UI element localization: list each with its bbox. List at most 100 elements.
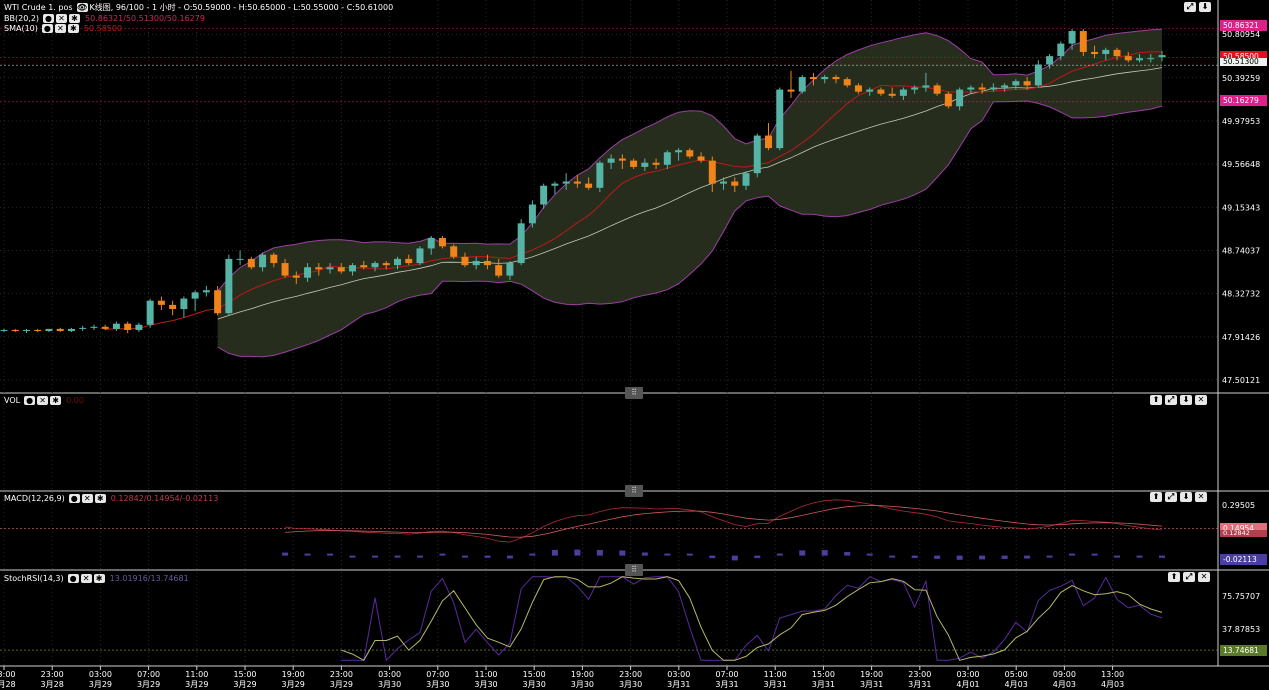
candle-body xyxy=(888,93,896,96)
eye-icon[interactable]: ● xyxy=(24,396,36,405)
close-icon[interactable]: ✕ xyxy=(1195,492,1207,502)
candle-body xyxy=(854,85,862,92)
sma-label: SMA(10) xyxy=(4,24,38,33)
expand-icon[interactable]: ⤢ xyxy=(1183,572,1195,582)
gear-icon[interactable]: ✱ xyxy=(94,494,106,503)
date-tick-label: 3月29 xyxy=(282,680,305,689)
stoch-tick-label: 37.87853 xyxy=(1222,625,1260,634)
candle-body xyxy=(742,173,750,186)
time-tick-label: 03:00 xyxy=(956,670,979,679)
vol-value: 0.00 xyxy=(66,396,84,405)
date-tick-label: 3月31 xyxy=(908,680,931,689)
date-tick-label: 3月31 xyxy=(764,680,787,689)
close-icon[interactable]: ✕ xyxy=(1195,395,1207,405)
macd-histogram-bar xyxy=(1114,555,1121,558)
date-tick-label: 3月31 xyxy=(715,680,738,689)
macd-histogram-bar xyxy=(799,550,806,556)
stoch-tick-label: 75.75707 xyxy=(1222,592,1260,601)
candle-body xyxy=(618,158,626,161)
stoch-panel-header: StochRSI(14,3) ● ✕ ✱ 13.01916/13.74681 xyxy=(4,573,189,584)
candle-body xyxy=(225,258,233,314)
candle-body xyxy=(394,258,401,266)
expand-icon[interactable]: ⤢ xyxy=(1165,395,1177,405)
candle-body xyxy=(483,260,491,266)
move-up-icon[interactable]: ⬆ xyxy=(1150,395,1162,405)
panel-resize-handle[interactable]: ⠿ xyxy=(625,387,643,399)
eye-icon[interactable]: 👁 xyxy=(76,3,88,12)
candle-body xyxy=(663,152,671,165)
candle-body xyxy=(506,263,514,276)
close-icon[interactable]: ✕ xyxy=(37,396,49,405)
candle-body xyxy=(821,77,829,80)
macd-histogram-bar xyxy=(461,555,468,558)
date-tick-label: 3月31 xyxy=(860,680,883,689)
expand-icon[interactable]: ⤢ xyxy=(1184,2,1196,12)
time-tick-label: 09:00 xyxy=(1053,670,1076,679)
macd-histogram-bar xyxy=(484,555,491,558)
eye-icon[interactable]: ● xyxy=(43,14,55,23)
price-tick-label: 49.56648 xyxy=(1222,160,1260,169)
macd-panel-controls: ⬆ ⤢ ⬇ ✕ xyxy=(1150,492,1207,502)
gear-icon[interactable]: ✱ xyxy=(93,574,105,583)
candle-body xyxy=(708,160,716,184)
close-icon[interactable]: ✕ xyxy=(80,574,92,583)
gear-icon[interactable]: ✱ xyxy=(67,24,79,33)
gear-icon[interactable]: ✱ xyxy=(50,396,62,405)
date-tick-label: 4月03 xyxy=(1101,680,1124,689)
date-tick-label: 3月29 xyxy=(330,680,353,689)
candle-body xyxy=(304,267,312,278)
candle-body xyxy=(169,304,177,310)
close-icon[interactable]: ✕ xyxy=(54,24,66,33)
candle-body xyxy=(517,223,525,264)
price-tick-label: 48.32732 xyxy=(1222,290,1260,299)
eye-icon[interactable]: ● xyxy=(68,494,80,503)
candle-body xyxy=(214,290,222,314)
move-down-icon[interactable]: ⬇ xyxy=(1180,395,1192,405)
candle-body xyxy=(753,135,761,174)
panel-resize-handle[interactable]: ⠿ xyxy=(625,564,643,576)
time-tick-label: 07:00 xyxy=(715,670,738,679)
expand-icon[interactable]: ⤢ xyxy=(1165,492,1177,502)
eye-icon[interactable]: ● xyxy=(67,574,79,583)
move-down-icon[interactable]: ⬇ xyxy=(1180,492,1192,502)
candle-body xyxy=(146,300,154,325)
macd-values: 0.12842/0.14954/-0.02113 xyxy=(110,494,219,503)
candle-body xyxy=(596,162,604,188)
move-up-icon[interactable]: ⬆ xyxy=(1150,492,1162,502)
macd-histogram-bar xyxy=(349,555,356,558)
macd-histogram-bar xyxy=(821,550,828,556)
price-tick-label: 49.97953 xyxy=(1222,117,1260,126)
candle-body xyxy=(292,275,300,278)
macd-histogram-bar xyxy=(889,555,896,558)
bb-indicator-header: BB(20,2) ● ✕ ✱ 50.86321/50.51300/50.1627… xyxy=(4,13,205,24)
macd-panel-header: MACD(12,26,9) ● ✕ ✱ 0.12842/0.14954/-0.0… xyxy=(4,493,218,504)
move-up-icon[interactable]: ⬆ xyxy=(1168,572,1180,582)
candle-body xyxy=(697,156,705,161)
move-down-icon[interactable]: ⬇ xyxy=(1199,2,1211,12)
gear-icon[interactable]: ✱ xyxy=(69,14,81,23)
date-tick-label: 4月01 xyxy=(956,680,979,689)
candle-body xyxy=(1158,55,1166,58)
eye-icon[interactable]: ● xyxy=(41,24,53,33)
date-tick-label: 4月03 xyxy=(1053,680,1076,689)
date-tick-label: 3月30 xyxy=(474,680,497,689)
macd-histogram-bar xyxy=(1136,555,1143,558)
candle-body xyxy=(281,263,289,276)
bollinger-upper-line xyxy=(217,28,1163,292)
macd-signal-label: 0.14954 xyxy=(1220,523,1267,534)
close-icon[interactable]: ✕ xyxy=(1198,572,1210,582)
candle-body xyxy=(326,267,334,270)
time-tick-label: 19:00 xyxy=(571,670,594,679)
bar-info: K线图, 96/100 - 1 小时 - O:50.59000 - H:50.6… xyxy=(89,3,394,12)
date-tick-label: 3月30 xyxy=(426,680,449,689)
candle-body xyxy=(247,258,255,268)
close-icon[interactable]: ✕ xyxy=(56,14,68,23)
panel-resize-handle[interactable]: ⠿ xyxy=(625,485,643,497)
candle-body xyxy=(1147,58,1155,60)
main-panel-header: WTI Crude 1. pos 👁 K线图, 96/100 - 1 小时 - … xyxy=(4,2,393,13)
macd-histogram-bar xyxy=(664,553,671,556)
macd-histogram-bar xyxy=(1091,553,1098,556)
close-icon[interactable]: ✕ xyxy=(81,494,93,503)
stoch-panel-controls: ⬆ ⤢ ✕ xyxy=(1168,572,1210,582)
